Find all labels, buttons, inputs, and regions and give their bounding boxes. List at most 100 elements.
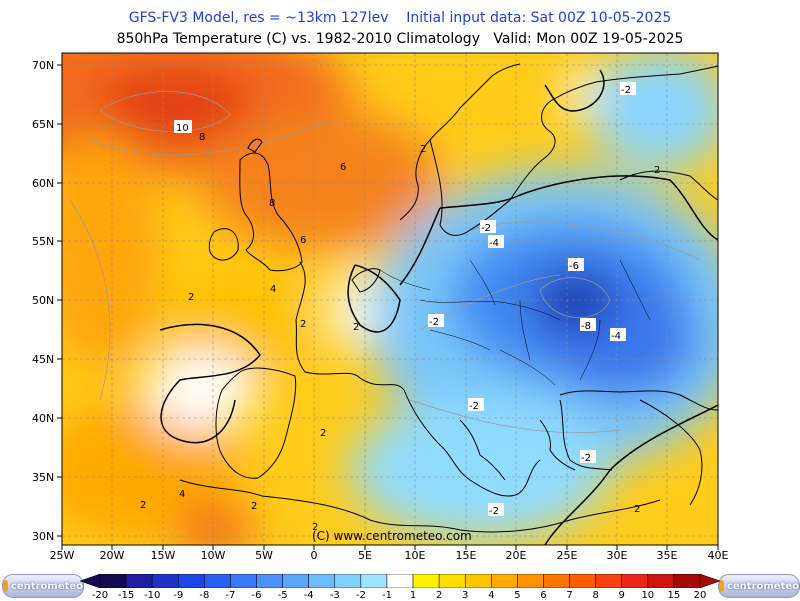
colorbar-swatch	[595, 574, 622, 588]
logo-left-text: centrometeo	[10, 580, 83, 592]
lat-label-35n: 35N	[32, 471, 55, 484]
colorbar-swatch	[491, 574, 518, 588]
lon-label-35e: 35E	[656, 549, 678, 562]
lat-label-55n: 55N	[32, 235, 55, 248]
map-label-6-b: 6	[300, 235, 306, 246]
lon-label-5w: 5W	[255, 549, 273, 562]
lon-label-25w: 25W	[49, 549, 75, 562]
colorbar-swatch	[178, 574, 205, 588]
logo-right: centrometeo	[718, 574, 800, 598]
colorbar-label: -15	[117, 590, 135, 601]
colorbar-label: 10	[641, 590, 655, 601]
colorbar-swatch	[621, 574, 649, 588]
colorbar-label: 1	[409, 590, 417, 601]
map-label-2-i: 2	[634, 504, 640, 515]
lat-label-30n: 30N	[32, 530, 55, 543]
colorbar-swatch	[151, 574, 179, 588]
lat-label-60n: 60N	[32, 177, 55, 190]
colorbar-swatch	[204, 574, 231, 588]
colorbar-swatch	[230, 574, 257, 588]
colorbar-label: -9	[173, 590, 184, 601]
colorbar-swatch	[647, 574, 675, 588]
logo-right-text: centrometeo	[726, 580, 799, 592]
map-label-2-j: 2	[353, 322, 359, 333]
colorbar-label: -7	[225, 590, 236, 601]
map-label-minus2-d: -2	[489, 506, 499, 517]
colorbar-swatch	[99, 574, 127, 588]
colorbar-swatch	[282, 574, 309, 588]
map-label-minus6: -6	[569, 261, 579, 272]
lat-label-50n: 50N	[32, 294, 55, 307]
logo-sun-icon	[3, 580, 8, 592]
colorbar-swatch	[360, 574, 388, 588]
colorbar-swatch	[464, 574, 492, 588]
colorbar-left-arrow	[80, 574, 101, 588]
colorbar-label: -6	[251, 590, 262, 601]
colorbar-label: 4	[488, 590, 495, 601]
colorbar-label: 9	[618, 590, 625, 601]
lon-label-10w: 10W	[200, 549, 226, 562]
map-label-10: 10	[176, 123, 189, 134]
colorbar-label: 20	[693, 590, 707, 601]
lat-label-65n: 65N	[32, 118, 55, 131]
lon-label-25e: 25E	[556, 549, 578, 562]
lon-label-30e: 30E	[606, 549, 628, 562]
map-label-2-c: 2	[420, 144, 426, 155]
lon-label-20w: 20W	[99, 549, 125, 562]
map-label-8-b: 8	[269, 198, 275, 209]
colorbar-swatch	[308, 574, 336, 588]
colorbar-label: 7	[566, 590, 573, 601]
colorbar-label: -4	[303, 590, 314, 601]
title-line-1: GFS-FV3 Model, res = ~13km 127lev Initia…	[128, 10, 672, 26]
lat-label-45n: 45N	[32, 353, 55, 366]
map-label-2-f: 2	[251, 501, 257, 512]
map-label-4-a: 4	[270, 284, 276, 295]
logo-sun-icon	[719, 580, 724, 592]
map-label-minus4-a: -4	[489, 238, 499, 249]
map-label-8-a: 8	[199, 132, 205, 143]
colorbar-right-arrow	[699, 574, 720, 588]
lon-label-5e: 5E	[358, 549, 372, 562]
lon-label-0: 0	[310, 549, 318, 562]
colorbar-label: 6	[540, 590, 547, 601]
colorbar-swatch	[386, 574, 414, 588]
colorbar-swatch	[256, 574, 283, 588]
colorbar-label: -2	[355, 590, 366, 601]
colorbar-label: -3	[329, 590, 340, 601]
colorbar-swatch	[517, 574, 544, 588]
colorbar-label: 15	[667, 590, 681, 601]
map-label-minus8: -8	[581, 321, 591, 332]
map-label-2-d: 2	[320, 428, 326, 439]
map-label-2-a: 2	[188, 292, 194, 303]
lat-label-40n: 40N	[32, 412, 55, 425]
map-label-2-b: 2	[300, 319, 306, 330]
map-label-2-g: 2	[312, 522, 318, 533]
colorbar-swatch	[438, 574, 466, 588]
colorbar-swatch	[125, 574, 153, 588]
map-label-4-b: 4	[179, 489, 185, 500]
lon-label-20e: 20E	[505, 549, 527, 562]
colorbar-label: 5	[514, 590, 521, 601]
map-label-minus2-a: -2	[481, 223, 491, 234]
map-label-minus2-e: -2	[581, 453, 591, 464]
title-line-2: 850hPa Temperature (C) vs. 1982-2010 Cli…	[116, 31, 684, 47]
logo-left: centrometeo	[2, 574, 84, 598]
map-label-minus2-b: -2	[429, 317, 439, 328]
colorbar-swatch	[569, 574, 596, 588]
map-label-6-a: 6	[340, 162, 346, 173]
map-label-minus2-f: -2	[621, 85, 631, 96]
colorbar-label: -5	[277, 590, 288, 601]
colorbar-label: -10	[144, 590, 161, 601]
colorbar-label: -1	[381, 590, 392, 601]
colorbar	[80, 574, 720, 588]
lat-label-70n: 70N	[32, 59, 55, 72]
colorbar-swatch	[673, 574, 701, 588]
lon-label-10e: 10E	[404, 549, 426, 562]
map-label-minus4-b: -4	[611, 331, 621, 342]
map-label-2-h: 2	[654, 165, 660, 176]
map-label-minus2-c: -2	[469, 401, 479, 412]
lon-label-40e: 40E	[707, 549, 729, 562]
lon-label-15w: 15W	[150, 549, 176, 562]
colorbar-label: 2	[435, 590, 443, 601]
watermark: (C) www.centrometeo.com	[312, 529, 472, 543]
